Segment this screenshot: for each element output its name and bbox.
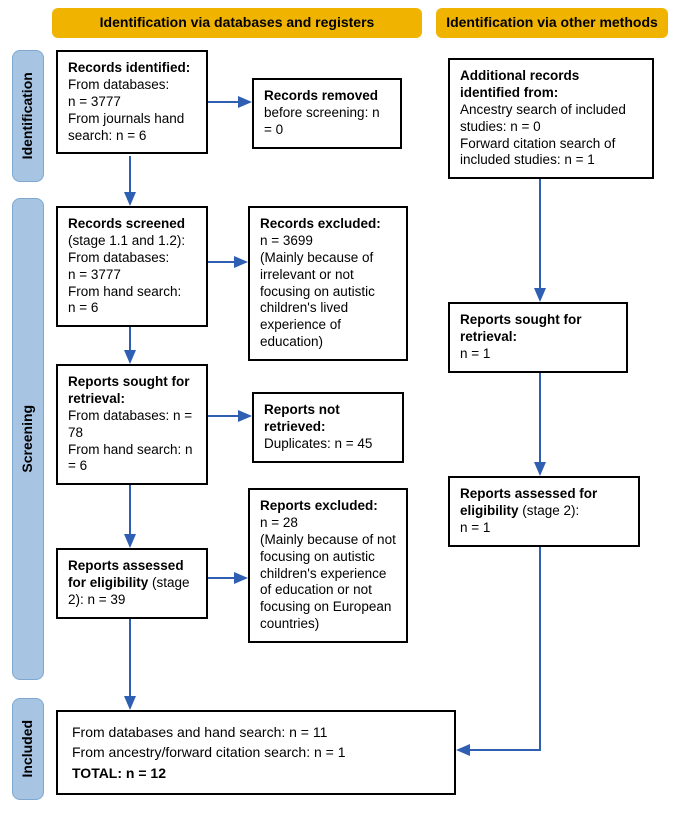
header-databases-label: Identification via databases and registe…	[100, 14, 375, 32]
box-title: Reports sought for retrieval:	[460, 312, 582, 344]
box-line: From databases:	[68, 250, 169, 265]
box-line: Ancestry search of included studies: n =…	[460, 102, 626, 134]
box-line: (Mainly because of not focusing on autis…	[260, 532, 396, 631]
box-line: From hand search: n = 6	[68, 442, 193, 474]
box-records-removed: Records removed before screening: n = 0	[252, 78, 402, 149]
box-records-excluded: Records excluded: n = 3699 (Mainly becau…	[248, 206, 408, 361]
box-line: n = 3777	[68, 94, 121, 109]
stage-included-label: Included	[19, 720, 37, 778]
box-reports-assessed: Reports assessed for eligibility (stage …	[56, 548, 208, 619]
box-reports-not-retrieved: Reports not retrieved: Duplicates: n = 4…	[252, 392, 404, 463]
box-records-identified: Records identified: From databases: n = …	[56, 50, 208, 154]
box-title: Records excluded:	[260, 216, 381, 231]
box-reports-excluded: Reports excluded: n = 28 (Mainly because…	[248, 488, 408, 643]
box-inline: (stage 2):	[522, 503, 579, 518]
header-other-methods: Identification via other methods	[436, 8, 668, 38]
stage-included: Included	[12, 698, 44, 800]
stage-screening: Screening	[12, 198, 44, 680]
box-title: Records identified:	[68, 60, 190, 75]
box-title: Records removed	[264, 88, 378, 103]
stage-screening-label: Screening	[19, 405, 37, 473]
box-other-reports-sought: Reports sought for retrieval: n = 1	[448, 302, 628, 373]
box-line: n = 3777	[68, 267, 121, 282]
box-inline: (stage 1.1 and 1.2):	[68, 233, 185, 248]
box-other-reports-assessed: Reports assessed for eligibility (stage …	[448, 476, 640, 547]
box-line: From journals hand search: n = 6	[68, 111, 184, 143]
box-title: Reports excluded:	[260, 498, 378, 513]
header-databases: Identification via databases and registe…	[52, 8, 422, 38]
box-records-screened: Records screened (stage 1.1 and 1.2): Fr…	[56, 206, 208, 327]
box-inline: before screening: n = 0	[264, 105, 380, 137]
header-other-label: Identification via other methods	[446, 14, 658, 32]
prisma-flow-diagram: Identification via databases and registe…	[0, 0, 685, 818]
box-line: n = 28	[260, 515, 298, 530]
box-line: (Mainly because of irrelevant or not foc…	[260, 250, 375, 349]
box-title: Records screened	[68, 216, 185, 231]
box-reports-sought: Reports sought for retrieval: From datab…	[56, 364, 208, 485]
box-title: Additional records identified from:	[460, 68, 579, 100]
box-line: From databases: n = 78	[68, 408, 192, 440]
box-line: Forward citation search of included stud…	[460, 136, 615, 168]
box-line: n = 1	[460, 346, 490, 361]
box-line: n = 1	[460, 520, 490, 535]
box-included-total: From databases and hand search: n = 11 F…	[56, 710, 456, 795]
box-additional-records: Additional records identified from: Ance…	[448, 58, 654, 179]
box-title: Reports not retrieved:	[264, 402, 340, 434]
box-line: From hand search:	[68, 284, 181, 299]
included-line: From databases and hand search: n = 11	[72, 724, 327, 740]
box-line: n = 3699	[260, 233, 313, 248]
included-total: TOTAL: n = 12	[72, 765, 166, 781]
box-line: n = 6	[68, 300, 98, 315]
box-line: Duplicates: n = 45	[264, 436, 372, 451]
included-line: From ancestry/forward citation search: n…	[72, 744, 346, 760]
stage-identification-label: Identification	[19, 72, 37, 159]
box-line: From databases:	[68, 77, 169, 92]
stage-identification: Identification	[12, 50, 44, 182]
box-title: Reports sought for retrieval:	[68, 374, 190, 406]
